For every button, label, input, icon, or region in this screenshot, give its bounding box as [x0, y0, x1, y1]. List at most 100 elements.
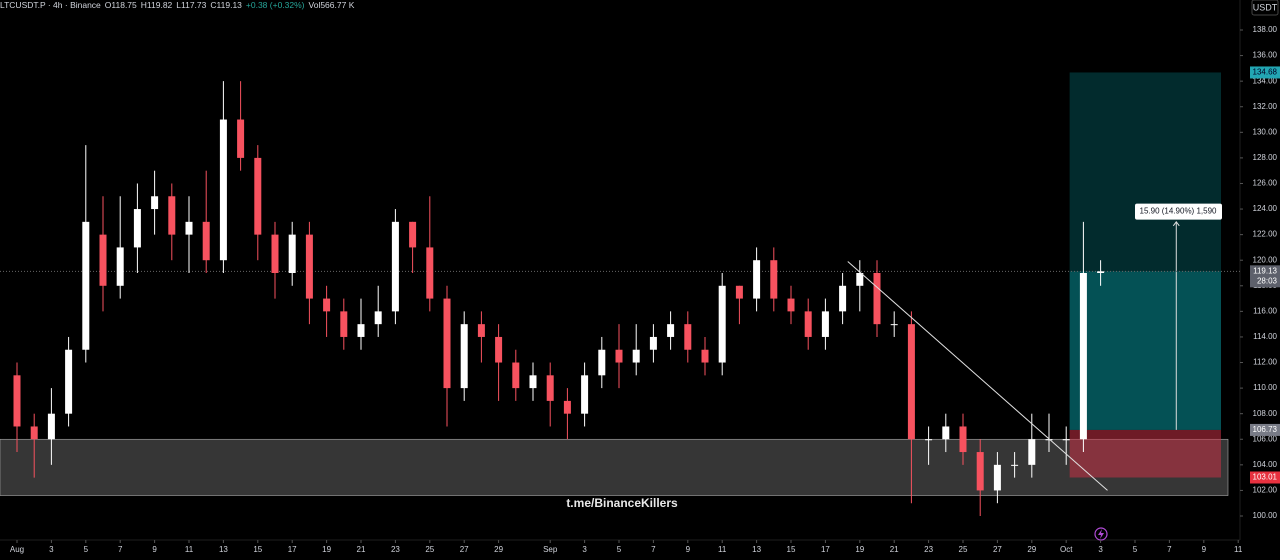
- x-tick-label: 11: [185, 545, 194, 554]
- candle-body: [305, 234, 313, 299]
- x-tick-label: 29: [1027, 545, 1036, 554]
- x-tick-label: 13: [219, 545, 228, 554]
- candle-body: [529, 375, 537, 389]
- x-tick-label: 19: [322, 545, 331, 554]
- candle-body: [1011, 464, 1019, 466]
- y-tick-label: 122.00: [1253, 230, 1278, 239]
- y-tick-label: 102.00: [1253, 486, 1278, 495]
- x-tick-label: 23: [391, 545, 400, 554]
- candle-body: [942, 426, 950, 440]
- y-tick-label: 128.00: [1253, 153, 1278, 162]
- header-item: H119.82: [141, 0, 173, 10]
- support-zone: [0, 438, 1229, 496]
- candle-body: [615, 349, 623, 363]
- candle-body: [787, 298, 795, 312]
- candle-body: [288, 234, 296, 273]
- candle-body: [99, 234, 107, 286]
- candle-body: [82, 221, 90, 350]
- y-tick-label: 106.00: [1253, 434, 1278, 443]
- x-tick-label: 5: [84, 545, 89, 554]
- candle-body: [821, 311, 829, 337]
- header-item: C119.13: [210, 0, 242, 10]
- x-tick-label: 7: [1167, 545, 1172, 554]
- candle-body: [1062, 439, 1070, 441]
- candle-body: [804, 311, 812, 337]
- candle-body: [460, 324, 468, 389]
- candle-body: [443, 298, 451, 389]
- currency-box: [1251, 0, 1279, 16]
- target-zone-active: [1069, 271, 1221, 430]
- x-tick-label: 3: [582, 545, 587, 554]
- header-item: LTCUSDT.P · 4h · Binance: [0, 0, 101, 10]
- candle-body: [30, 426, 38, 440]
- x-tick-label: 17: [821, 545, 830, 554]
- candle-body: [856, 273, 864, 286]
- candle-body: [993, 464, 1001, 491]
- target-tag-box: [1250, 66, 1280, 79]
- candle-body: [684, 324, 692, 350]
- candle-body: [512, 362, 520, 389]
- x-tick-label: 13: [752, 545, 761, 554]
- candle-body: [632, 349, 640, 363]
- candle-body: [770, 260, 778, 299]
- candle-body: [546, 375, 554, 401]
- candle-body: [667, 324, 675, 337]
- y-tick-label: 120.00: [1253, 255, 1278, 264]
- measure-label: 15.90 (14.90%) 1,590: [1140, 207, 1217, 216]
- entry-tag: 106.73: [1253, 425, 1278, 434]
- candle-body: [976, 452, 984, 491]
- x-tick-label: 21: [890, 545, 899, 554]
- candle-body: [1097, 271, 1105, 273]
- x-tick-label: 21: [357, 545, 366, 554]
- candle-body: [271, 234, 279, 273]
- x-tick-label: 3: [49, 545, 54, 554]
- header-item: Vol566.77 K: [309, 0, 355, 10]
- header: LTCUSDT.P · 4h · Binance O118.75 H119.82 L1…: [0, 0, 355, 10]
- candle-body: [753, 260, 761, 299]
- x-tick-label: 19: [855, 545, 864, 554]
- currency: USDT: [1253, 2, 1278, 12]
- candle-body: [340, 311, 348, 337]
- candle-body: [323, 298, 331, 312]
- stop-zone: [1069, 429, 1221, 478]
- target-tag: 134.68: [1253, 68, 1278, 77]
- last-price-box: [1250, 265, 1280, 288]
- x-tick-label: 17: [288, 545, 297, 554]
- last-price-tag: 119.13: [1253, 266, 1277, 275]
- candle-body: [1045, 439, 1053, 441]
- candle-body: [202, 221, 210, 261]
- candle-body: [873, 273, 881, 325]
- candle-body: [701, 349, 709, 363]
- plot: 15.90 (14.90%) 1,590: [0, 72, 1240, 516]
- y-tick-label: 130.00: [1253, 127, 1278, 136]
- x-tick-label: Oct: [1060, 545, 1073, 554]
- watermark: t.me/BinanceKillers: [566, 496, 678, 510]
- candle-body: [907, 324, 915, 440]
- x-tick-label: 25: [425, 545, 434, 554]
- candle-body: [133, 209, 141, 248]
- y-tick-label: 104.00: [1253, 460, 1278, 469]
- x-tick-label: 5: [617, 545, 622, 554]
- x-tick-label: 9: [152, 545, 157, 554]
- y-tick-label: 136.00: [1253, 51, 1278, 60]
- candle-body: [718, 285, 726, 363]
- candle-body: [254, 157, 262, 235]
- x-tick-label: 11: [1234, 545, 1243, 554]
- candle-body: [13, 375, 21, 427]
- x-tick-label: Sep: [543, 545, 558, 554]
- candle-body: [65, 349, 73, 414]
- x-tick-label: 3: [1098, 545, 1103, 554]
- candle-body: [1028, 439, 1036, 465]
- countdown: 28:03: [1257, 276, 1278, 285]
- x-tick-label: 23: [924, 545, 933, 554]
- x-tick-label: 9: [1202, 545, 1207, 554]
- candle-body: [735, 285, 743, 299]
- y-tick-label: 114.00: [1253, 332, 1277, 341]
- entry-tag-box: [1250, 423, 1280, 436]
- candle-body: [649, 336, 657, 350]
- candle-body: [1079, 273, 1087, 440]
- y-tick-label: 108.00: [1253, 409, 1278, 418]
- candle-body: [495, 336, 503, 363]
